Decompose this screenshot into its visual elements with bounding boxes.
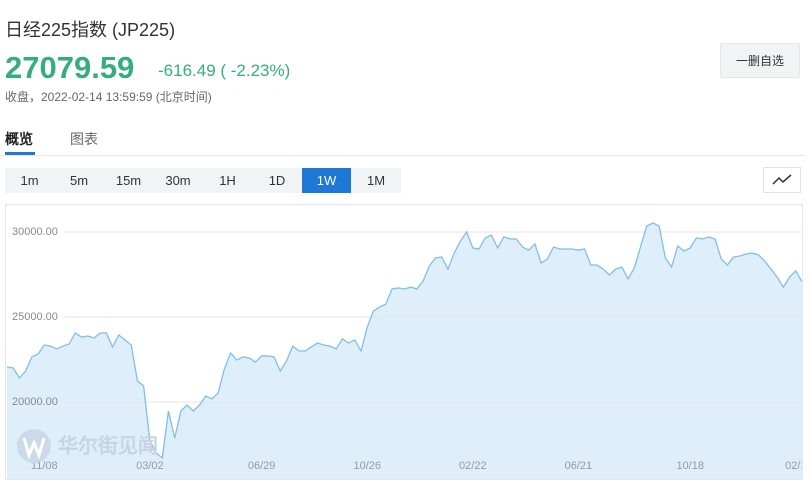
watchlist-button[interactable]: 一删自选	[720, 43, 800, 78]
separator	[0, 155, 805, 156]
tab[interactable]: 图表	[70, 131, 98, 147]
x-tick-label: 02/22	[459, 460, 487, 472]
chart-icon	[772, 174, 792, 185]
status: 收盘，2022-02-14 13:59:59 (北京时间)	[5, 90, 212, 104]
area	[7, 223, 802, 479]
chart: 20000.00 25000.00 30000.00 11/08 03/02 06/29 1…	[5, 204, 803, 480]
x-tick-label: 11/08	[31, 460, 58, 472]
tab-underline	[5, 152, 35, 155]
change: -616.49 ( -2.23%)	[158, 61, 291, 80]
line	[6, 222, 802, 460]
x-tick-label: 10/18	[676, 460, 704, 472]
y-tick-label: 30000.00	[12, 226, 58, 238]
watermark: 华尔街见闻	[58, 434, 158, 458]
price: 27079.59	[5, 50, 135, 85]
x-tick-label: 02/1	[785, 460, 803, 472]
period-button[interactable]: 1H	[219, 173, 236, 188]
tab[interactable]: 概览	[5, 131, 33, 147]
period-button[interactable]: 5m	[69, 173, 89, 188]
watermark-logo-mark	[22, 437, 46, 460]
period-button[interactable]: 30m	[165, 173, 191, 188]
period-button[interactable]: 1m	[20, 173, 39, 188]
x-tick-label: 06/21	[565, 460, 593, 472]
x-tick-label: 03/02	[136, 460, 164, 472]
x-tick-label: 06/29	[248, 460, 276, 472]
x-tick-label: 10/26	[353, 460, 381, 472]
period-button[interactable]: 1D	[268, 173, 286, 188]
period-button[interactable]: 1M	[366, 173, 386, 188]
y-tick-label: 25000.00	[12, 311, 58, 323]
chart-type-button[interactable]	[763, 167, 801, 193]
period-button[interactable]: 15m	[115, 173, 142, 188]
title: 日经225指数 (JP225)	[5, 20, 176, 40]
y-tick-label: 20000.00	[12, 396, 58, 408]
period-button[interactable]: 1W	[302, 168, 351, 193]
